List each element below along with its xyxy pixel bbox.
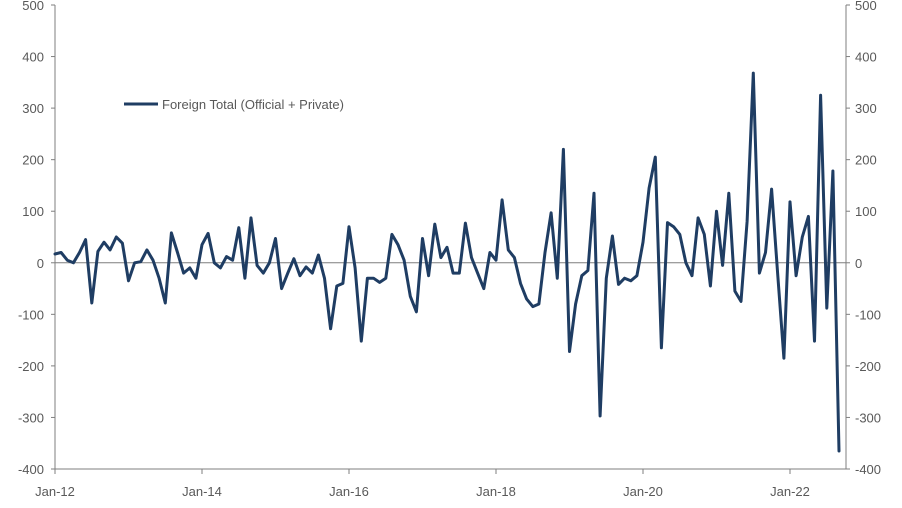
x-tick-label: Jan-18 xyxy=(476,484,516,499)
x-tick-label: Jan-20 xyxy=(623,484,663,499)
x-tick-label: Jan-16 xyxy=(329,484,369,499)
right-y-axis-ticks: -400 -300 -200 -100 0 100 200 300 400 500 xyxy=(846,0,881,477)
left-y-tick-label: 100 xyxy=(22,204,44,219)
left-y-tick-label: 300 xyxy=(22,101,44,116)
left-y-tick-label: 500 xyxy=(22,0,44,13)
left-y-tick-label: 0 xyxy=(37,256,44,271)
x-axis-ticks: Jan-12 Jan-14 Jan-16 Jan-18 Jan-20 Jan-22 xyxy=(35,469,810,499)
left-y-tick-label: -300 xyxy=(18,410,44,425)
right-y-tick-label: 300 xyxy=(855,101,877,116)
legend-label: Foreign Total (Official + Private) xyxy=(162,97,344,112)
left-y-tick-label: 400 xyxy=(22,50,44,65)
left-y-tick-label: -100 xyxy=(18,307,44,322)
x-tick-label: Jan-22 xyxy=(770,484,810,499)
left-y-tick-label: -400 xyxy=(18,462,44,477)
right-y-tick-label: -200 xyxy=(855,359,881,374)
series-group xyxy=(53,71,841,453)
series-line-foreign-total xyxy=(53,71,841,453)
right-y-tick-label: 100 xyxy=(855,204,877,219)
right-y-tick-label: -400 xyxy=(855,462,881,477)
right-y-tick-label: 200 xyxy=(855,153,877,168)
right-y-tick-label: -100 xyxy=(855,307,881,322)
right-y-tick-label: 500 xyxy=(855,0,877,13)
right-y-tick-label: -300 xyxy=(855,410,881,425)
left-y-tick-label: 200 xyxy=(22,153,44,168)
left-y-axis-ticks: -400 -300 -200 -100 0 100 200 300 400 500 xyxy=(18,0,55,477)
legend: Foreign Total (Official + Private) xyxy=(124,97,344,112)
x-tick-label: Jan-12 xyxy=(35,484,75,499)
left-y-tick-label: -200 xyxy=(18,359,44,374)
right-y-tick-label: 400 xyxy=(855,50,877,65)
x-tick-label: Jan-14 xyxy=(182,484,222,499)
right-y-tick-label: 0 xyxy=(855,256,862,271)
